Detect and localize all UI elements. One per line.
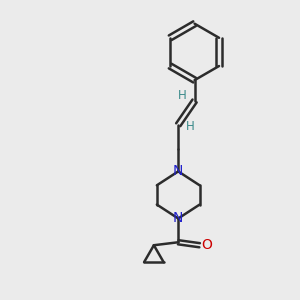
- Text: O: O: [202, 238, 212, 252]
- Text: H: H: [186, 120, 195, 133]
- Text: N: N: [173, 164, 183, 178]
- Text: N: N: [173, 212, 183, 226]
- Text: H: H: [178, 89, 187, 102]
